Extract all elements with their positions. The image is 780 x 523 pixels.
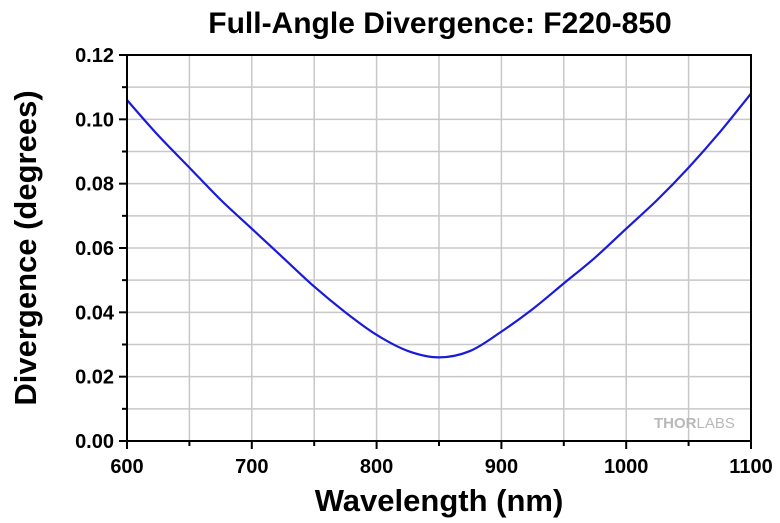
watermark-text-b: LABS [697, 415, 735, 432]
svg-text:THORLABS: THORLABS [654, 415, 735, 432]
x-tick-label: 1100 [729, 456, 772, 478]
x-tick-label: 600 [110, 456, 143, 478]
watermark-text-a: THOR [654, 415, 697, 432]
x-tick-label: 800 [360, 456, 393, 478]
y-tick-label: 0.08 [75, 174, 114, 196]
chart-title: Full-Angle Divergence: F220-850 [208, 7, 671, 40]
x-tick-label: 1000 [604, 456, 649, 478]
x-tick-label: 700 [235, 456, 268, 478]
y-axis-label: Divergence (degrees) [8, 90, 43, 405]
series-line [126, 92, 752, 359]
y-tick-label: 0.02 [75, 367, 114, 389]
series-layer [126, 92, 752, 359]
x-axis-label: Wavelength (nm) [315, 483, 564, 518]
thorlabs-watermark: THORLABS [654, 415, 735, 432]
tick-labels: 600 700 800 900 1000 1100 0.00 0.02 0.04 0.06 0.08… [75, 45, 773, 478]
y-tick-label: 0.06 [75, 238, 114, 260]
y-tick-label: 0.12 [75, 45, 114, 67]
y-tick-label: 0.10 [75, 109, 114, 131]
y-tick-label: 0.04 [75, 302, 115, 324]
ticks [119, 54, 752, 449]
grid [127, 55, 751, 441]
y-tick-label: 0.00 [75, 431, 114, 453]
x-tick-label: 900 [485, 456, 518, 478]
